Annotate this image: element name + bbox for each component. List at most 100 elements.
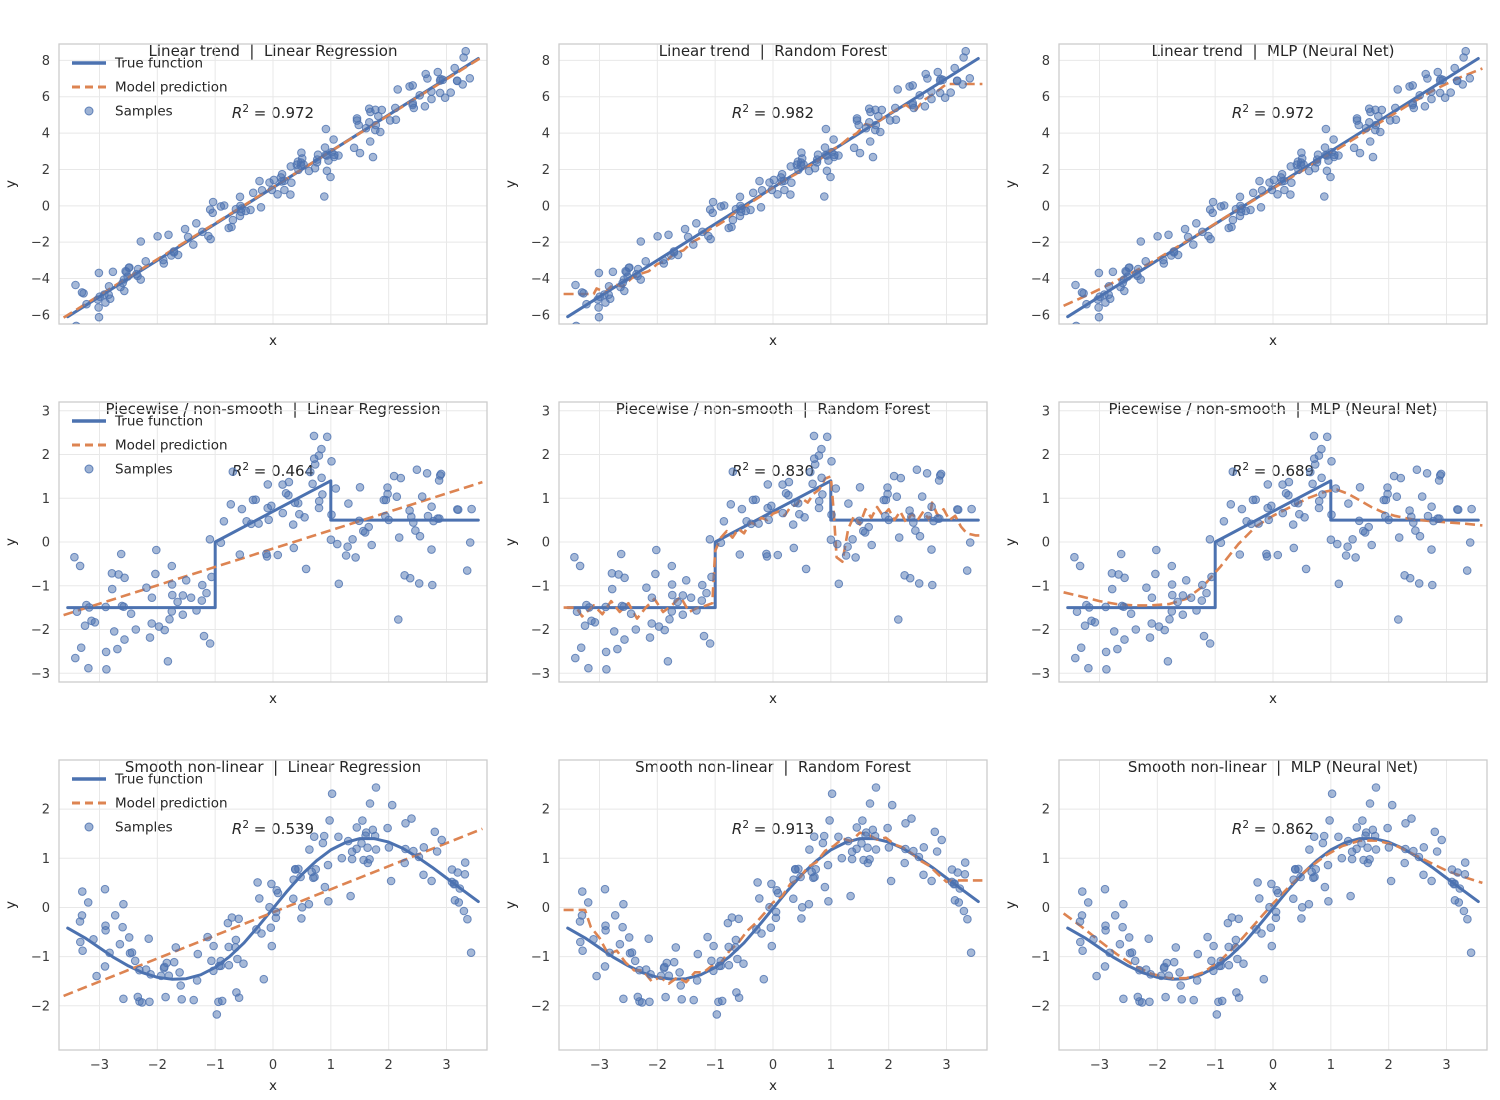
sample-point [699, 631, 709, 641]
sample-point [352, 823, 362, 832]
sample-point [1100, 962, 1110, 971]
y-tick-label: −3 [31, 667, 50, 682]
sample-point [1400, 858, 1410, 868]
samples-scatter [1071, 46, 1475, 324]
sample-point [860, 528, 870, 537]
sample-point [371, 845, 381, 854]
subplot-r2-score: R2 = 0.972 [231, 103, 315, 122]
sample-point [116, 282, 125, 292]
sample-point [716, 538, 726, 547]
sample-point [392, 492, 402, 501]
sample-point [253, 878, 262, 887]
sample-point [863, 843, 872, 852]
sample-point [1169, 957, 1179, 967]
sample-point [284, 477, 294, 487]
plot-border [58, 759, 488, 1051]
sample-point [624, 933, 634, 942]
sample-point [147, 593, 157, 602]
y-tick-label: −2 [31, 999, 50, 1014]
sample-point [346, 891, 355, 901]
sample-point [323, 860, 333, 870]
sample-point [1161, 992, 1170, 1002]
sample-point [1125, 948, 1135, 958]
sample-point [208, 208, 217, 218]
sample-point [733, 954, 742, 964]
sample-point [731, 935, 741, 945]
sample-point [371, 783, 381, 792]
sample-point [209, 941, 218, 951]
sample-point [203, 932, 212, 942]
subplot-title: Smooth non-linear | MLP (Neural Net) [1127, 758, 1419, 776]
sample-point [668, 590, 677, 600]
sample-point [180, 224, 190, 234]
x-tick-label: −3 [590, 1058, 609, 1073]
sample-point [759, 974, 769, 984]
sample-point [207, 956, 216, 966]
y-tick-label: 0 [1042, 199, 1050, 214]
sample-point [1108, 267, 1118, 277]
sample-point [1224, 223, 1233, 233]
sample-point [427, 94, 436, 104]
sample-point [1119, 275, 1129, 284]
sample-point [212, 1010, 222, 1019]
sample-point [463, 914, 472, 924]
y-tick-label: 4 [542, 127, 550, 142]
y-tick-label: 6 [542, 90, 550, 105]
sample-point [142, 583, 151, 592]
sample-point [1253, 878, 1262, 887]
sample-point [967, 504, 976, 514]
sample-point [664, 230, 673, 240]
sample-point [165, 615, 174, 624]
sample-point [147, 619, 156, 628]
sample-point [192, 219, 201, 228]
sample-point [116, 549, 126, 559]
sample-point [884, 843, 894, 852]
sample-point [578, 887, 587, 896]
y-tick-label: −2 [1031, 236, 1050, 251]
sample-point [737, 504, 747, 514]
sample-point [884, 515, 894, 525]
sample-point [1284, 490, 1293, 500]
sample-point [465, 538, 475, 547]
sample-point [130, 956, 140, 966]
sample-point [1427, 876, 1436, 886]
sample-point [207, 572, 216, 582]
legend-samples-swatch [84, 464, 94, 474]
sample-point [446, 88, 456, 97]
sample-point [205, 639, 215, 648]
sample-point [915, 531, 925, 541]
sample-point [168, 590, 177, 600]
samples-scatter [70, 431, 476, 674]
sample-point [1288, 520, 1298, 529]
sample-point [288, 520, 298, 529]
y-axis-label: y [1003, 901, 1019, 909]
sample-point [1100, 884, 1110, 894]
sample-point [326, 172, 335, 182]
sample-point [590, 618, 600, 627]
sample-point [1322, 166, 1332, 176]
sample-point [1234, 993, 1244, 1002]
sample-point [677, 995, 686, 1004]
sample-point [698, 580, 707, 590]
sample-point [237, 504, 247, 514]
sample-point [908, 81, 918, 90]
sample-point [1257, 186, 1267, 195]
sample-point [151, 569, 160, 579]
sample-point [72, 607, 82, 616]
sample-point [1317, 473, 1326, 483]
sample-point [955, 884, 965, 893]
sample-point [119, 602, 128, 611]
sample-point [1310, 460, 1320, 469]
sample-point [1248, 188, 1258, 198]
sample-point [765, 902, 774, 912]
sample-point [1414, 852, 1424, 862]
sample-point [965, 74, 975, 83]
sample-point [1368, 152, 1378, 162]
sample-point [400, 858, 410, 868]
y-axis-label: y [1003, 180, 1019, 188]
y-tick-label: −6 [31, 308, 50, 323]
sample-point [1351, 553, 1360, 562]
sample-point [386, 876, 396, 886]
legend-label: Samples [115, 820, 173, 836]
sample-point [712, 1010, 722, 1019]
